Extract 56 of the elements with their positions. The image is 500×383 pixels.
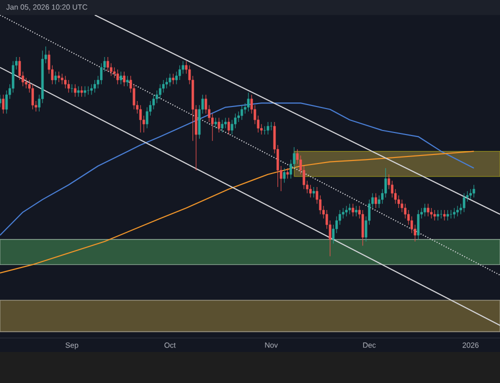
candlestick — [168, 73, 172, 87]
candlestick — [224, 117, 227, 129]
candlestick — [240, 104, 244, 120]
candlestick — [178, 65, 181, 80]
candlestick — [80, 86, 83, 98]
candlestick — [122, 71, 126, 87]
candlestick — [472, 184, 476, 198]
candlestick — [90, 84, 93, 95]
candlestick — [286, 168, 289, 179]
candlestick — [469, 188, 472, 200]
candlestick — [139, 104, 142, 133]
candlestick — [31, 84, 34, 110]
candlestick — [60, 73, 64, 85]
candlestick — [172, 73, 174, 85]
candlestick — [424, 203, 426, 217]
candlestick — [453, 208, 456, 219]
candlestick — [426, 203, 430, 217]
candlestick — [67, 80, 70, 93]
candlestick — [58, 71, 60, 82]
candlestick — [126, 76, 129, 87]
candlestick — [312, 186, 315, 198]
candlestick — [436, 210, 440, 221]
candlestick — [362, 210, 364, 246]
candlestick — [2, 94, 4, 114]
candlestick — [120, 71, 122, 85]
candlestick — [462, 192, 466, 212]
candlestick — [74, 84, 76, 98]
candlestick — [332, 224, 335, 244]
candlestick — [456, 206, 459, 217]
candlestick — [54, 71, 57, 85]
candlestick — [84, 86, 86, 98]
candlestick — [64, 76, 67, 89]
candlestick — [77, 86, 80, 98]
candlestick — [94, 80, 96, 93]
candlestick — [220, 120, 224, 133]
candlestick — [116, 69, 119, 85]
candlestick — [266, 122, 270, 135]
candlestick — [345, 206, 348, 217]
candlestick — [374, 192, 378, 208]
candlestick — [446, 210, 449, 221]
candlestick — [106, 56, 110, 72]
candlestick — [348, 203, 351, 215]
candlestick — [247, 92, 250, 112]
candlestick — [309, 184, 312, 198]
candlestick — [165, 78, 168, 89]
candlestick — [352, 203, 354, 217]
candlestick — [283, 168, 286, 184]
candlestick — [417, 210, 420, 240]
candlestick — [354, 206, 358, 217]
candlestick — [158, 84, 162, 100]
candlestick — [443, 210, 446, 221]
candlestick — [218, 117, 220, 133]
candlestick — [433, 210, 436, 221]
candlestick — [228, 117, 230, 135]
candlestick — [430, 208, 433, 219]
candlestick — [214, 117, 217, 129]
